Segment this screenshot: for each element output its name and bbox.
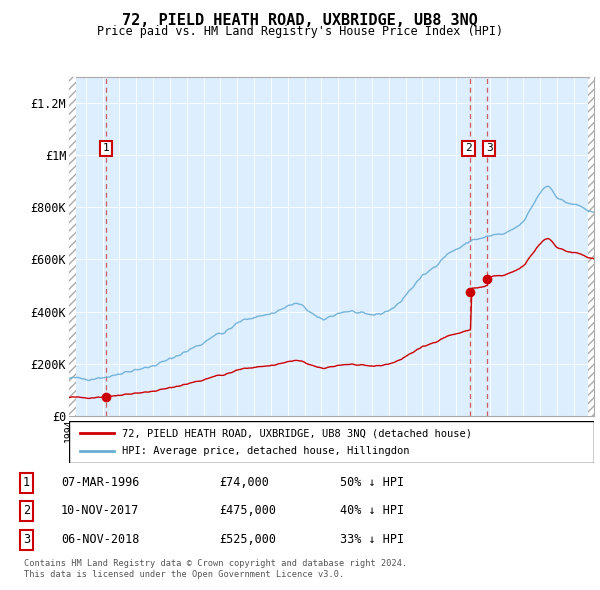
Text: 1: 1 [103,143,109,153]
FancyBboxPatch shape [69,421,594,463]
Bar [588,77,596,416]
Text: Contains HM Land Registry data © Crown copyright and database right 2024.
This d: Contains HM Land Registry data © Crown c… [24,559,407,579]
Text: 3: 3 [23,533,30,546]
Text: 06-NOV-2018: 06-NOV-2018 [61,533,139,546]
Bar [69,77,76,416]
Text: 33% ↓ HPI: 33% ↓ HPI [340,533,404,546]
Text: Price paid vs. HM Land Registry's House Price Index (HPI): Price paid vs. HM Land Registry's House … [97,25,503,38]
Text: £525,000: £525,000 [220,533,277,546]
Text: 72, PIELD HEATH ROAD, UXBRIDGE, UB8 3NQ (detached house): 72, PIELD HEATH ROAD, UXBRIDGE, UB8 3NQ … [121,428,472,438]
Text: £74,000: £74,000 [220,477,269,490]
Text: 50% ↓ HPI: 50% ↓ HPI [340,477,404,490]
Text: £475,000: £475,000 [220,504,277,517]
Text: 40% ↓ HPI: 40% ↓ HPI [340,504,404,517]
Text: HPI: Average price, detached house, Hillingdon: HPI: Average price, detached house, Hill… [121,446,409,456]
Text: 07-MAR-1996: 07-MAR-1996 [61,477,139,490]
Text: 72, PIELD HEATH ROAD, UXBRIDGE, UB8 3NQ: 72, PIELD HEATH ROAD, UXBRIDGE, UB8 3NQ [122,13,478,28]
Text: 2: 2 [465,143,472,153]
Text: 3: 3 [486,143,493,153]
Text: 10-NOV-2017: 10-NOV-2017 [61,504,139,517]
Text: 1: 1 [23,477,30,490]
Text: 2: 2 [23,504,30,517]
